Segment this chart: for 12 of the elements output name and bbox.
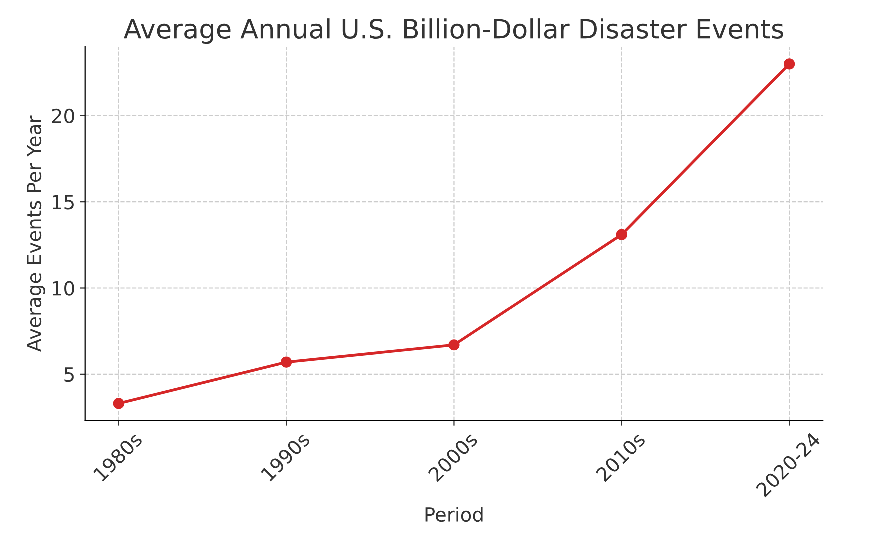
y-tick-label: 5 <box>64 368 74 382</box>
y-axis-title: Average Events Per Year <box>27 116 46 352</box>
point <box>113 398 124 410</box>
point <box>616 229 628 240</box>
y-tick-label: 15 <box>53 195 74 210</box>
y-tick-label: 10 <box>53 281 74 296</box>
point <box>784 58 796 70</box>
y-tick-label: 20 <box>52 108 74 124</box>
x-axis-title: Period <box>426 507 483 522</box>
point <box>448 340 460 351</box>
chart-title: Average Annual U.S. Billion-Dollar Disaster Events <box>124 18 784 44</box>
point <box>281 356 292 368</box>
